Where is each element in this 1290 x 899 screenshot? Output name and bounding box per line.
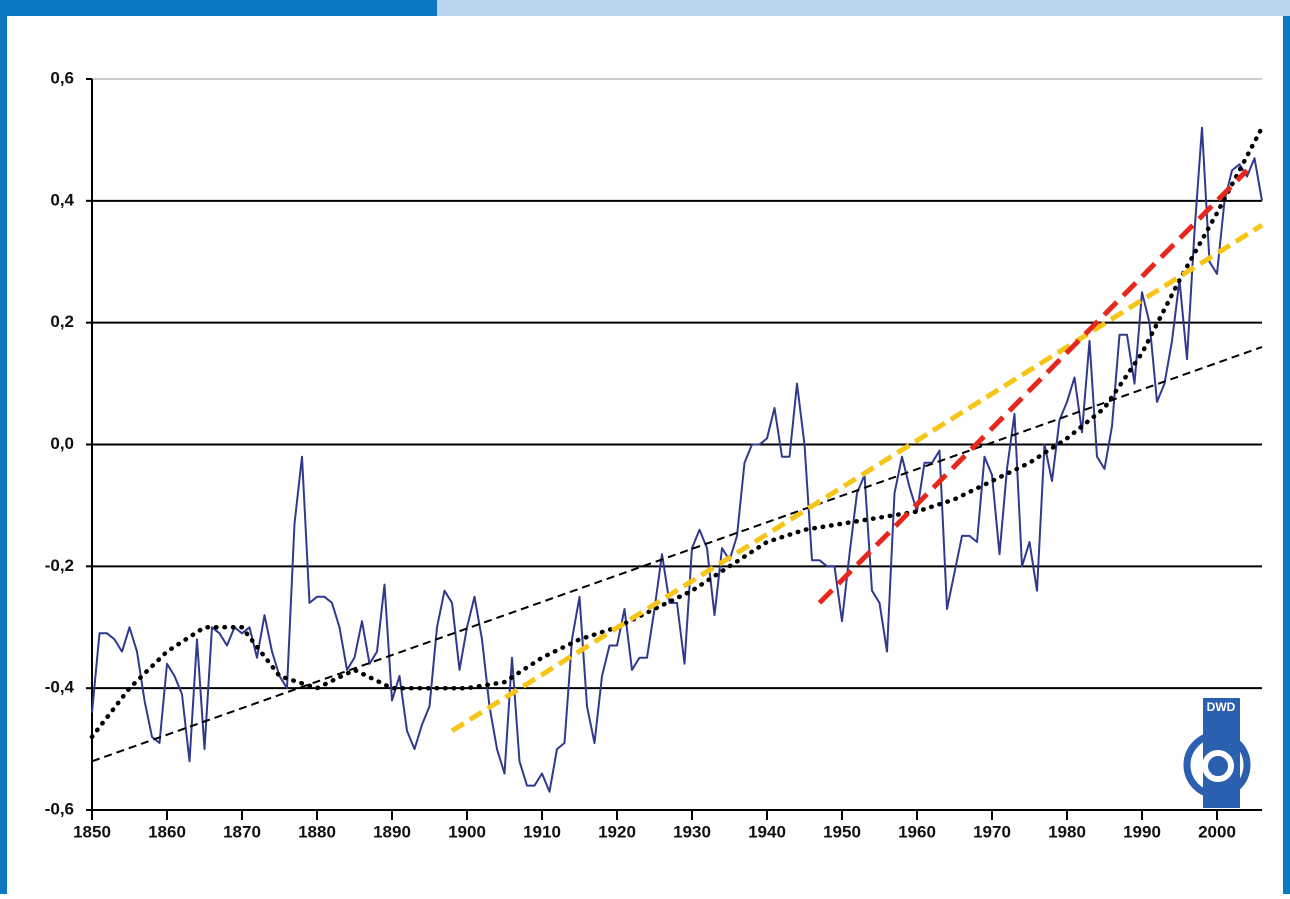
y-tick-label: 0,4 (50, 190, 74, 209)
x-tick-label: 1960 (898, 822, 936, 841)
x-tick-label: 2000 (1198, 822, 1236, 841)
y-tick-label: -0,2 (45, 556, 74, 575)
x-tick-label: 1990 (1123, 822, 1161, 841)
x-tick-label: 1930 (673, 822, 711, 841)
left-border (0, 0, 7, 894)
x-tick-label: 1880 (298, 822, 336, 841)
x-tick-label: 1870 (223, 822, 261, 841)
x-tick-label: 1980 (1048, 822, 1086, 841)
logo-swirl-inner (1202, 750, 1234, 782)
x-tick-label: 1890 (373, 822, 411, 841)
y-tick-label: 0,6 (50, 68, 74, 87)
series-line (89, 125, 1265, 740)
x-tick-label: 1900 (448, 822, 486, 841)
logo-text: DWD (1207, 700, 1236, 714)
y-tick-label: 0,2 (50, 312, 74, 331)
x-tick-label: 1860 (148, 822, 186, 841)
y-tick-label: -0,6 (45, 799, 74, 818)
y-tick-label: 0,0 (50, 434, 74, 453)
series-line (817, 168, 1249, 605)
right-border (1283, 16, 1290, 894)
series-line (91, 346, 1263, 763)
logo-swirl (1183, 731, 1251, 799)
y-tick-label: -0,4 (45, 678, 75, 697)
dwd-logo: DWD (1183, 698, 1251, 808)
x-tick-label: 1940 (748, 822, 786, 841)
x-tick-label: 1950 (823, 822, 861, 841)
series-line (450, 223, 1264, 733)
header-light (437, 0, 1290, 16)
series-line (91, 126, 1263, 793)
header-dark (0, 0, 437, 16)
x-tick-label: 1850 (73, 822, 111, 841)
x-tick-label: 1970 (973, 822, 1011, 841)
x-tick-label: 1910 (523, 822, 561, 841)
x-tick-label: 1920 (598, 822, 636, 841)
